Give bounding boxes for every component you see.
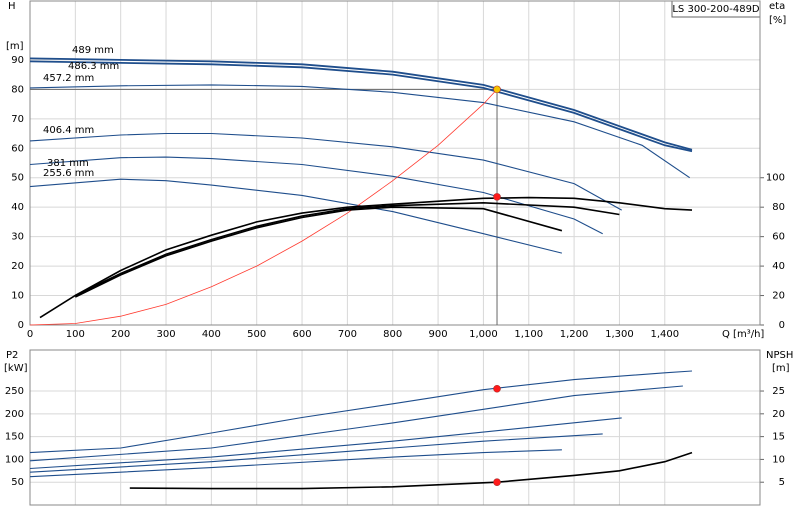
y-unit: [m] <box>6 41 24 52</box>
y2-tick-label: 100 <box>766 173 785 184</box>
y2-tick-label: 20 <box>772 409 785 420</box>
y2-tick-label: 10 <box>772 454 785 465</box>
curve <box>29 385 683 462</box>
x-tick-label: 0 <box>27 329 33 340</box>
plot-frame <box>29 0 761 326</box>
x-tick-label: 700 <box>338 329 357 340</box>
y-tick-label: 70 <box>11 114 24 125</box>
y-tick-label: 50 <box>11 477 24 488</box>
curve-label: 255.6 mm <box>43 168 94 179</box>
y2-tick-label: 40 <box>772 261 785 272</box>
y-tick-label: 0 <box>18 320 24 331</box>
y-tick-label: 250 <box>5 386 24 397</box>
y2-tick-label: 15 <box>772 432 785 443</box>
curve <box>29 132 622 211</box>
curve <box>29 156 603 235</box>
curve <box>29 57 693 151</box>
curve-label: 489 mm <box>72 45 114 56</box>
x-tick-label: 1,000 <box>469 329 498 340</box>
curve-label: 457.2 mm <box>43 73 94 84</box>
x-tick-label: 100 <box>66 329 85 340</box>
x-tick-label: 1,300 <box>605 329 634 340</box>
y2-unit: [m] <box>772 363 790 374</box>
y2-label: eta <box>769 1 785 12</box>
x-tick-label: 1,200 <box>560 329 589 340</box>
x-tick-label: 1,100 <box>514 329 543 340</box>
curve <box>74 206 563 298</box>
y2-tick-label: 25 <box>772 386 785 397</box>
x-tick-label: 900 <box>429 329 448 340</box>
curve <box>29 89 498 326</box>
x-tick-label: 800 <box>383 329 402 340</box>
y-label: P2 <box>6 350 18 361</box>
y2-tick-label: 60 <box>772 232 785 243</box>
curve <box>29 370 693 454</box>
x-label: Q [m³/h] <box>722 329 764 340</box>
x-tick-label: 600 <box>293 329 312 340</box>
y-tick-label: 150 <box>5 432 24 443</box>
curve <box>74 201 620 297</box>
curve <box>29 178 563 254</box>
curve-label: 406.4 mm <box>43 125 94 136</box>
y2-tick-label: 5 <box>779 477 785 488</box>
y-unit: [kW] <box>4 363 28 374</box>
x-tick-label: 200 <box>111 329 130 340</box>
curve <box>29 60 693 153</box>
operating-point <box>493 193 501 201</box>
y-tick-label: 30 <box>11 232 24 243</box>
curve-label: 381 mm <box>47 158 89 169</box>
operating-point <box>493 85 501 94</box>
y2-label: NPSH <box>766 350 793 361</box>
operating-point <box>493 384 501 393</box>
curve <box>29 84 691 179</box>
y-tick-label: 60 <box>11 143 24 154</box>
curve-label: 486.3 mm <box>68 61 119 72</box>
y-tick-label: 50 <box>11 173 24 184</box>
curve <box>29 449 562 478</box>
y2-tick-label: 80 <box>772 202 785 213</box>
x-tick-label: 1,400 <box>650 329 679 340</box>
operating-point <box>493 478 501 487</box>
y-tick-label: 90 <box>11 55 24 66</box>
y-tick-label: 10 <box>11 291 24 302</box>
y-tick-label: 100 <box>5 454 24 465</box>
curve <box>39 196 693 319</box>
chart-title: LS 300-200-489D <box>672 4 760 15</box>
y2-tick-label: 20 <box>772 291 785 302</box>
y-label: H <box>8 1 16 12</box>
x-tick-label: 500 <box>247 329 266 340</box>
x-tick-label: 300 <box>156 329 175 340</box>
y2-tick-label: 0 <box>779 320 785 331</box>
x-tick-label: 400 <box>202 329 221 340</box>
y-tick-label: 200 <box>5 409 24 420</box>
y-tick-label: 20 <box>11 261 24 272</box>
y2-unit: [%] <box>769 15 786 26</box>
y-tick-label: 40 <box>11 202 24 213</box>
plot-frame <box>29 349 761 506</box>
curve <box>29 417 622 470</box>
y-tick-label: 80 <box>11 84 24 95</box>
curve <box>29 433 603 473</box>
